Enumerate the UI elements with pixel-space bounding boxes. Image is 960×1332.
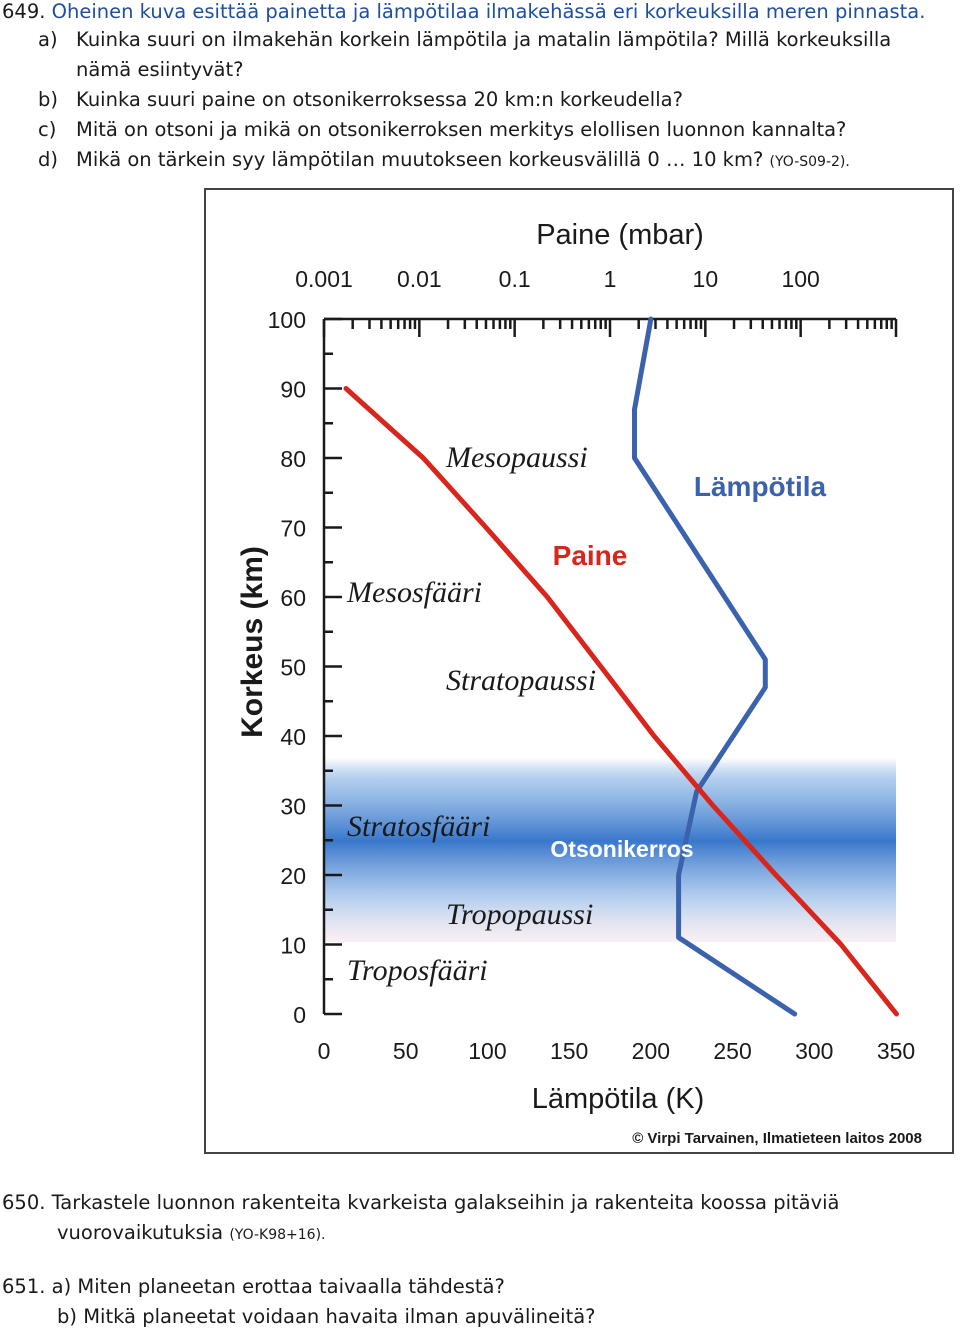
x-tick-label: 50	[393, 1038, 419, 1064]
ozone-band	[324, 758, 896, 942]
y-tick-label: 70	[280, 516, 306, 542]
item-label: a)	[51, 1275, 72, 1298]
y-axis-title: Korkeus (km)	[236, 546, 269, 738]
label-mesosfaari: Mesosfääri	[346, 576, 482, 609]
x-axis-title: Lämpötila (K)	[532, 1083, 704, 1115]
label-tropopaussi: Tropopaussi	[446, 898, 593, 931]
x-tick-label: 200	[632, 1038, 670, 1064]
question-number: 649.	[2, 0, 46, 23]
question-649-title: 649. Oheinen kuva esittää painetta ja lä…	[2, 0, 925, 24]
item-text: Mikä on tärkein syy lämpötilan muutoksee…	[76, 148, 764, 171]
y-tick-label: 20	[280, 863, 306, 889]
x-tick-label: 150	[550, 1038, 588, 1064]
item-label: b)	[38, 88, 58, 111]
pressure-line	[343, 386, 899, 1017]
y-tick-label: 80	[280, 446, 306, 472]
y-tick-label: 100	[268, 307, 306, 333]
x-tick-label: 350	[877, 1038, 915, 1064]
top-tick-label: 0.001	[295, 266, 353, 292]
question-651: 651. a) Miten planeetan erottaa taivaall…	[2, 1272, 596, 1332]
item-text: Kuinka suuri paine on otsonikerroksessa …	[76, 88, 683, 111]
chart-labels: 0 10 20 30 40 50 60 70 80 90 100 0 50 100 150 200 250 300…	[268, 266, 916, 1064]
question-650: 650. Tarkastele luonnon rakenteita kvark…	[2, 1188, 840, 1250]
top-axis-title: Paine (mbar)	[536, 219, 704, 251]
question-text: Oheinen kuva esittää painetta ja lämpöti…	[51, 0, 926, 23]
x-tick-label: 100	[468, 1038, 506, 1064]
item-text: Mitä on otsoni ja mikä on otsonikerrokse…	[76, 118, 847, 141]
top-tick-label: 100	[781, 266, 819, 292]
chart-axes	[322, 317, 898, 1016]
question-number: 651.	[2, 1275, 46, 1298]
x-tick-label: 0	[318, 1038, 331, 1064]
label-otsonikerros: Otsonikerros	[550, 836, 693, 862]
y-tick-label: 0	[293, 1002, 306, 1028]
temperature-line	[632, 316, 798, 1017]
y-tick-label: 10	[280, 933, 306, 959]
x-tick-label: 300	[795, 1038, 833, 1064]
item-text: Kuinka suuri on ilmakehän korkein lämpöt…	[76, 28, 892, 51]
item-text-cont: nämä esiintyvät?	[76, 58, 244, 81]
top-tick-label: 0.1	[499, 266, 531, 292]
y-tick-label: 50	[280, 655, 306, 681]
figure-credit: © Virpi Tarvainen, Ilmatieteen laitos 20…	[632, 1130, 922, 1147]
series-label-pressure: Paine	[553, 540, 628, 571]
label-troposfaari: Troposfääri	[347, 954, 488, 987]
top-tick-label: 1	[604, 266, 617, 292]
x-tick-label: 250	[713, 1038, 751, 1064]
label-stratosfaari: Stratosfääri	[347, 810, 490, 843]
question-649-b: b) Kuinka suuri paine on otsonikerroksess…	[38, 88, 683, 112]
atmosphere-figure: 0 10 20 30 40 50 60 70 80 90 100 0 50 100 150 200 250 300…	[204, 188, 954, 1154]
item-label: d)	[38, 148, 58, 171]
label-mesopaussi: Mesopaussi	[445, 441, 588, 474]
top-tick-label: 0.01	[397, 266, 442, 292]
top-tick-label: 10	[693, 266, 719, 292]
item-label: a)	[38, 28, 58, 51]
label-stratopaussi: Stratopaussi	[446, 664, 596, 697]
question-649-a-cont: nämä esiintyvät?	[38, 58, 243, 82]
chart-series	[343, 316, 899, 1017]
y-tick-label: 60	[280, 585, 306, 611]
question-number: 650.	[2, 1191, 46, 1214]
question-reference: (YO-K98+16).	[229, 1227, 326, 1243]
question-649-c: c) Mitä on otsoni ja mikä on otsonikerrok…	[38, 118, 846, 142]
question-reference: (YO-S09-2).	[769, 154, 850, 170]
item-label: b)	[57, 1305, 77, 1328]
item-text: Mitkä planeetat voidaan havaita ilman ap…	[83, 1305, 596, 1328]
question-649-d: d) Mikä on tärkein syy lämpötilan muutoks…	[38, 148, 850, 174]
y-tick-label: 30	[280, 794, 306, 820]
y-tick-label: 40	[280, 724, 306, 750]
item-text: Miten planeetan erottaa taivaalla tähdes…	[77, 1275, 505, 1298]
y-tick-label: 90	[280, 377, 306, 403]
question-text-cont: vuorovaikutuksia	[57, 1221, 224, 1244]
question-649-a: a) Kuinka suuri on ilmakehän korkein lämp…	[38, 28, 891, 52]
series-label-temperature: Lämpötila	[694, 471, 827, 502]
item-label: c)	[38, 118, 57, 141]
question-text: Tarkastele luonnon rakenteita kvarkeista…	[51, 1191, 840, 1214]
